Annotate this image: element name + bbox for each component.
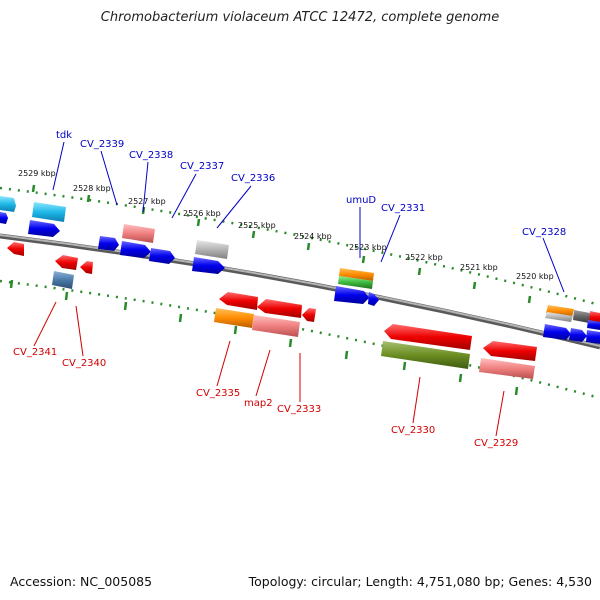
gene-feature [252, 315, 300, 337]
gene-label: CV_2333 [277, 404, 321, 415]
top-gene-labels: tdk CV_2339 CV_2338 CV_2337 CV_2336 umuD… [56, 130, 566, 238]
inner-kbp-ticks [9, 279, 519, 396]
gene-feature [214, 308, 254, 328]
bottom-gene-labels: CV_2341 CV_2340 CV_2335 map2 CV_2333 CV_… [13, 347, 518, 449]
kbp-label: 2525 kbp [238, 221, 276, 230]
gene-label: tdk [56, 130, 72, 141]
gene-feature [302, 308, 316, 322]
gene-feature [192, 257, 225, 274]
kbp-label: 2527 kbp [128, 197, 166, 206]
gene-feature [573, 310, 590, 323]
top-leader-lines [52, 141, 565, 293]
gene-feature [384, 324, 472, 350]
gene-feature [195, 240, 229, 259]
genome-backbone [0, 233, 600, 350]
gene-label: CV_2336 [231, 173, 275, 184]
gene-feature [32, 202, 66, 222]
gene-label: CV_2338 [129, 150, 173, 161]
gene-feature [368, 292, 379, 306]
kbp-label: 2522 kbp [405, 253, 443, 262]
gene-feature [543, 324, 571, 340]
gene-label: CV_2339 [80, 139, 124, 150]
outer-kbp-ticks [31, 184, 532, 304]
kbp-label: 2529 kbp [18, 169, 56, 178]
gene-feature [28, 220, 60, 237]
gene-label: CV_2330 [391, 425, 435, 436]
gene-feature [587, 320, 600, 330]
bottom-leader-lines [33, 301, 505, 437]
gene-feature [479, 358, 535, 379]
topology-text: Topology: circular; Length: 4,751,080 bp… [248, 574, 592, 589]
gene-feature [120, 241, 151, 258]
gene-feature [52, 271, 74, 289]
kbp-label: 2521 kbp [460, 263, 498, 272]
gene-feature [98, 236, 119, 251]
gene-feature [545, 312, 573, 322]
reverse-genes [7, 242, 537, 379]
map-title: Chromobacterium violaceum ATCC 12472, co… [100, 10, 500, 25]
kbp-label: 2524 kbp [294, 232, 332, 241]
kbp-label: 2528 kbp [73, 184, 111, 193]
gene-feature [569, 328, 587, 342]
gene-feature [338, 276, 373, 289]
gene-feature [334, 286, 369, 304]
forward-genes [0, 196, 600, 344]
kbp-label: 2523 kbp [349, 243, 387, 252]
gene-feature [219, 292, 258, 310]
gene-feature [149, 248, 175, 264]
gene-feature [0, 212, 8, 224]
gene-label: CV_2337 [180, 161, 224, 172]
gene-feature [381, 341, 470, 369]
gene-feature [483, 341, 537, 361]
gene-label: CV_2341 [13, 347, 57, 358]
gene-feature [0, 196, 16, 212]
gene-feature [122, 224, 155, 243]
gene-label: CV_2329 [474, 438, 518, 449]
gene-feature [80, 261, 93, 274]
gene-label: CV_2331 [381, 203, 425, 214]
kbp-label: 2526 kbp [183, 209, 221, 218]
gene-label: CV_2335 [196, 388, 240, 399]
accession-text: Accession: NC_005085 [10, 574, 153, 589]
gene-feature [55, 255, 78, 270]
gene-feature [339, 268, 374, 281]
gene-label: umuD [346, 195, 376, 206]
gene-label: map2 [244, 398, 273, 409]
gene-label: CV_2340 [62, 358, 106, 369]
gene-feature [257, 299, 302, 318]
gene-feature [7, 242, 24, 256]
kbp-tick-labels: 2529 kbp 2528 kbp 2527 kbp 2526 kbp 2525… [18, 169, 554, 281]
kbp-label: 2520 kbp [516, 272, 554, 281]
gene-feature [586, 330, 600, 344]
gene-label: CV_2328 [522, 227, 566, 238]
